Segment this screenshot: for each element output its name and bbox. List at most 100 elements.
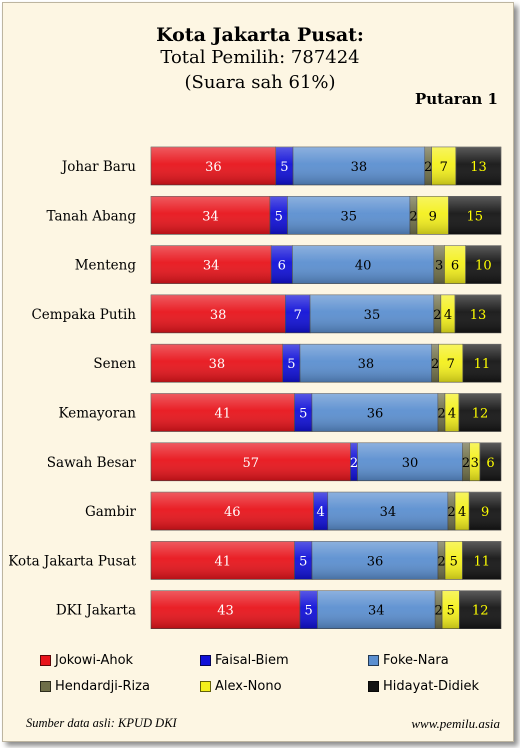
bar-shading [442, 590, 460, 629]
category-label-gambir: Gambir [85, 504, 137, 520]
data-label-alex-nono-sawah-besar: 3 [471, 456, 479, 471]
data-label-alex-nono-senen: 7 [447, 357, 455, 372]
bar-shading [275, 147, 294, 185]
legend-swatch-hendardji-riza [40, 681, 51, 692]
bar-shading [462, 442, 470, 481]
category-label-kota-jakarta-pusat: Kota Jakarta Pusat [8, 553, 136, 569]
bar-shading [271, 245, 293, 284]
data-label-hidayat-didiek-gambir: 9 [481, 505, 489, 520]
chart-title: Kota Jakarta Pusat: [156, 24, 364, 46]
bar-shading [327, 492, 448, 531]
bar-shading [151, 245, 272, 284]
legend-item-hendardji-riza: Hendardji-Riza [40, 679, 150, 694]
bar-shading [300, 590, 318, 629]
data-label-jokowi-ahok-kemayoran: 41 [214, 407, 231, 422]
data-label-hidayat-didiek-tanah-abang: 15 [466, 209, 483, 224]
data-label-jokowi-ahok-cempaka-putih: 38 [210, 308, 227, 323]
bar-shading [287, 196, 410, 235]
legend-item-hidayat-didiek: Hidayat-Didiek [368, 679, 479, 694]
legend-label-faisal-biem: Faisal-Biem [215, 653, 289, 668]
bar-shading [151, 294, 286, 333]
legend-item-foke-nara: Foke-Nara [368, 653, 449, 668]
data-label-faisal-biem-dki-jakarta: 5 [305, 604, 313, 619]
data-label-jokowi-ahok-tanah-abang: 34 [202, 209, 219, 224]
data-label-hendardji-riza-kemayoran: 2 [437, 407, 445, 422]
bar-shading [480, 442, 501, 481]
bar-shading [431, 344, 439, 383]
legend-label-alex-nono: Alex-Nono [215, 679, 282, 694]
bar-shading [151, 590, 301, 629]
bar-shading [455, 147, 501, 185]
data-label-alex-nono-tanah-abang: 9 [429, 209, 437, 224]
data-label-hendardji-riza-kota-jakarta-pusat: 2 [437, 554, 445, 569]
data-label-jokowi-ahok-johar-baru: 36 [205, 160, 222, 175]
bar-shading [300, 344, 432, 383]
data-label-faisal-biem-senen: 5 [287, 357, 295, 372]
data-label-foke-nara-menteng: 40 [355, 259, 372, 274]
bar-shading [293, 147, 425, 185]
bar-shading [417, 196, 449, 235]
data-label-hendardji-riza-menteng: 3 [435, 259, 443, 274]
chart-subtitle-valid-votes: (Suara sah 61%) [184, 72, 336, 93]
bar-shading [151, 492, 314, 531]
data-label-hidayat-didiek-senen: 11 [474, 357, 491, 372]
bar-shading [151, 344, 283, 383]
bar-shading [357, 442, 463, 481]
category-label-cempaka-putih: Cempaka Putih [31, 307, 136, 323]
legend-item-faisal-biem: Faisal-Biem [200, 653, 289, 668]
legend-swatch-jokowi-ahok [40, 655, 51, 666]
website-label: www.pemilu.asia [411, 716, 500, 731]
data-label-foke-nara-dki-jakarta: 34 [368, 604, 385, 619]
data-label-hendardji-riza-sawah-besar: 2 [462, 456, 470, 471]
data-label-alex-nono-johar-baru: 7 [440, 160, 448, 175]
round-label: Putaran 1 [414, 90, 498, 108]
data-label-jokowi-ahok-dki-jakarta: 43 [217, 604, 234, 619]
bar-shading [294, 393, 312, 432]
chart-subtitle-voters: Total Pemilih: 787424 [160, 47, 360, 68]
data-label-hidayat-didiek-johar-baru: 13 [470, 160, 487, 175]
bar-shading [282, 344, 301, 383]
bar-shading [462, 344, 501, 383]
bar-shading [440, 294, 456, 333]
bar-shading [310, 294, 434, 333]
bar-shading [433, 294, 441, 333]
category-label-menteng: Menteng [75, 258, 137, 274]
data-label-foke-nara-tanah-abang: 35 [340, 209, 357, 224]
data-label-hidayat-didiek-menteng: 10 [475, 259, 492, 274]
category-label-dki-jakarta: DKI Jakarta [56, 603, 136, 619]
data-label-alex-nono-menteng: 6 [451, 259, 459, 274]
bar-shading [445, 541, 463, 580]
bar-shading [469, 442, 480, 481]
bar-shading [459, 590, 501, 629]
bar-shading [313, 492, 328, 531]
bar-shading [438, 541, 445, 580]
bar-shading [447, 492, 456, 531]
data-label-hendardji-riza-tanah-abang: 2 [409, 209, 417, 224]
bar-shading [433, 245, 445, 284]
legend-item-alex-nono: Alex-Nono [200, 679, 282, 694]
data-label-jokowi-ahok-senen: 38 [209, 357, 226, 372]
data-label-foke-nara-kemayoran: 36 [367, 407, 384, 422]
bar-shading [438, 344, 463, 383]
bar-shading [424, 147, 432, 185]
data-label-faisal-biem-sawah-besar: 2 [350, 456, 358, 471]
data-label-hendardji-riza-cempaka-putih: 2 [433, 308, 441, 323]
bar-shading [459, 393, 501, 432]
data-label-foke-nara-senen: 38 [358, 357, 375, 372]
data-label-hidayat-didiek-kemayoran: 12 [472, 407, 489, 422]
bar-shading [445, 393, 459, 432]
bar-shading [462, 541, 501, 580]
bar-shading [469, 492, 501, 531]
bar-shading [435, 590, 443, 629]
bar-shading [410, 196, 417, 235]
category-label-sawah-besar: Sawah Besar [47, 455, 137, 471]
legend-label-foke-nara: Foke-Nara [383, 653, 449, 668]
bar-shading [294, 541, 312, 580]
category-label-senen: Senen [93, 356, 136, 372]
data-label-hendardji-riza-johar-baru: 2 [424, 160, 432, 175]
data-label-hidayat-didiek-kota-jakarta-pusat: 11 [473, 554, 490, 569]
data-label-alex-nono-dki-jakarta: 5 [447, 604, 455, 619]
data-label-alex-nono-kemayoran: 4 [448, 407, 456, 422]
data-label-jokowi-ahok-sawah-besar: 57 [242, 456, 259, 471]
